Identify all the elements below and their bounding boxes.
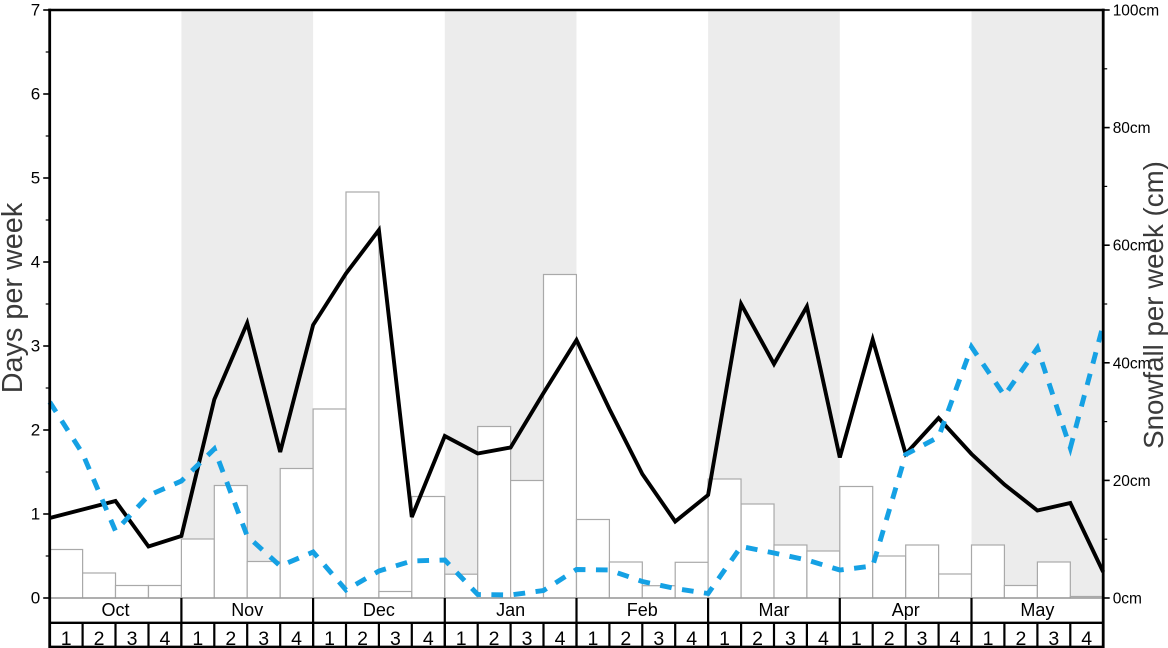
svg-text:Snowfall per week (cm): Snowfall per week (cm) <box>1138 161 1168 449</box>
svg-text:1: 1 <box>983 628 994 648</box>
svg-text:3: 3 <box>1048 628 1059 648</box>
svg-text:4: 4 <box>31 253 40 272</box>
svg-text:1: 1 <box>324 628 335 648</box>
svg-text:2: 2 <box>225 628 236 648</box>
svg-text:20cm: 20cm <box>1113 473 1151 490</box>
svg-text:2: 2 <box>357 628 368 648</box>
svg-text:100cm: 100cm <box>1113 3 1160 20</box>
svg-text:2: 2 <box>489 628 500 648</box>
svg-text:1: 1 <box>719 628 730 648</box>
svg-text:5: 5 <box>31 169 40 188</box>
svg-text:2: 2 <box>31 421 40 440</box>
svg-text:3: 3 <box>917 628 928 648</box>
svg-text:3: 3 <box>390 628 401 648</box>
svg-text:40cm: 40cm <box>1113 355 1151 372</box>
svg-text:3: 3 <box>31 337 40 356</box>
svg-text:4: 4 <box>423 628 434 648</box>
svg-text:2: 2 <box>1015 628 1026 648</box>
svg-text:2: 2 <box>752 628 763 648</box>
svg-text:60cm: 60cm <box>1113 238 1151 255</box>
svg-text:Oct: Oct <box>101 600 129 620</box>
svg-text:3: 3 <box>258 628 269 648</box>
svg-text:Feb: Feb <box>627 600 658 620</box>
svg-text:4: 4 <box>1081 628 1092 648</box>
svg-text:Jan: Jan <box>496 600 525 620</box>
svg-text:Mar: Mar <box>759 600 790 620</box>
svg-text:1: 1 <box>61 628 72 648</box>
svg-text:1: 1 <box>456 628 467 648</box>
svg-text:Dec: Dec <box>363 600 395 620</box>
svg-text:4: 4 <box>291 628 302 648</box>
svg-text:1: 1 <box>851 628 862 648</box>
svg-text:4: 4 <box>555 628 566 648</box>
svg-text:6: 6 <box>31 85 40 104</box>
svg-text:3: 3 <box>127 628 138 648</box>
svg-text:May: May <box>1020 600 1054 620</box>
svg-text:2: 2 <box>620 628 631 648</box>
svg-text:2: 2 <box>884 628 895 648</box>
svg-text:80cm: 80cm <box>1113 120 1151 137</box>
svg-text:7: 7 <box>31 1 40 20</box>
svg-text:1: 1 <box>192 628 203 648</box>
svg-text:Apr: Apr <box>892 600 920 620</box>
svg-text:1: 1 <box>587 628 598 648</box>
svg-text:4: 4 <box>686 628 697 648</box>
svg-text:0: 0 <box>31 589 40 608</box>
svg-text:3: 3 <box>785 628 796 648</box>
svg-text:Days per week: Days per week <box>0 202 29 393</box>
svg-text:4: 4 <box>818 628 829 648</box>
svg-text:4: 4 <box>159 628 170 648</box>
svg-text:3: 3 <box>653 628 664 648</box>
svg-text:2: 2 <box>94 628 105 648</box>
svg-text:4: 4 <box>950 628 961 648</box>
svg-text:1: 1 <box>31 505 40 524</box>
svg-text:3: 3 <box>522 628 533 648</box>
svg-text:Nov: Nov <box>231 600 263 620</box>
svg-text:0cm: 0cm <box>1113 591 1142 608</box>
